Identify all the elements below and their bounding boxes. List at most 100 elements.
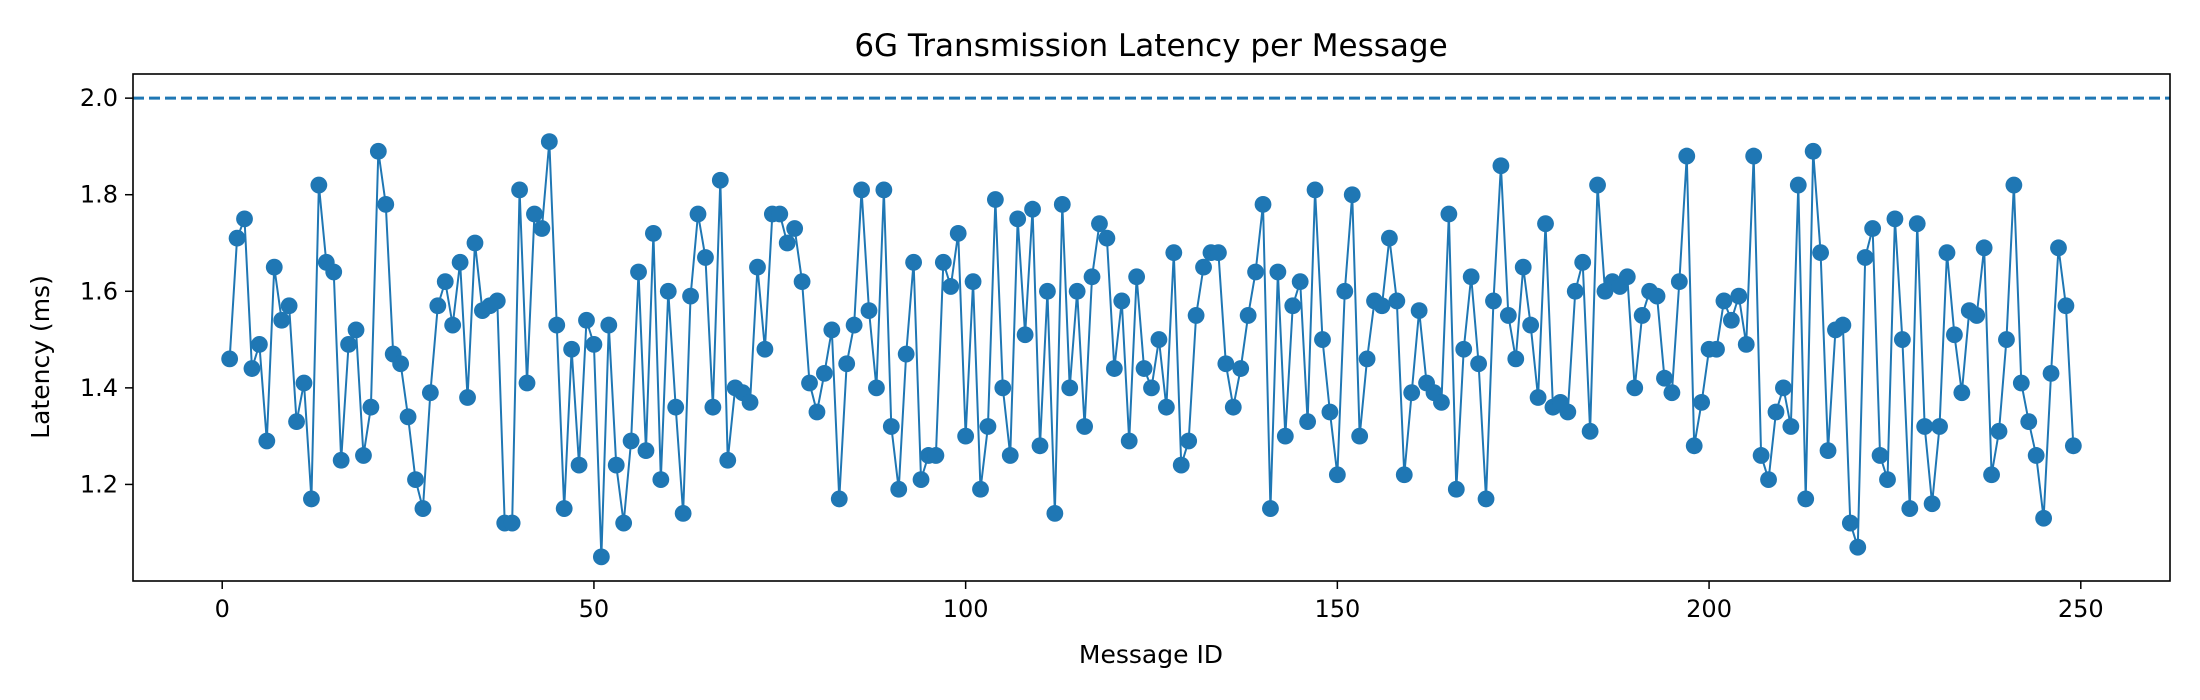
data-point [1433,393,1450,411]
data-point [1485,292,1502,310]
data-point [1871,447,1889,464]
data-point [645,224,662,242]
data-point [1693,393,1711,411]
x-tick-label: 100 [943,595,989,623]
data-point [1901,500,1919,517]
data-point [1380,229,1398,247]
data-point [533,220,551,237]
data-point [1076,418,1093,435]
y-axis-label: Latency (ms) [26,275,55,439]
data-point [1529,389,1547,406]
data-point [2057,297,2075,315]
data-point [347,321,365,339]
data-point [1039,282,1056,300]
data-point [1299,413,1317,431]
data-point [1336,282,1354,300]
data-point [1247,263,1264,281]
data-point [1143,379,1160,397]
data-point [1514,258,1532,276]
data-point [853,181,870,199]
data-point [1574,253,1592,271]
data-point [421,384,439,402]
series-line [228,141,2075,557]
data-point [1938,244,1956,262]
data-point [399,408,417,426]
data-point [466,234,484,252]
data-point [221,350,239,368]
data-point [793,273,811,291]
data-point [250,336,268,353]
data-point [1477,490,1495,508]
data-point [1321,403,1339,421]
plot-area: 0 50 100 150 200 250 1.2 1.4 1.6 1.8 2.0 [80,73,2171,623]
data-point [986,191,1004,208]
data-point [1098,229,1116,247]
data-point [243,360,261,377]
data-point [704,398,722,416]
data-point [288,413,305,431]
data-points [221,133,2082,566]
data-point [1157,398,1175,416]
data-point [1893,331,1911,348]
data-point [2042,364,2060,382]
data-point [1128,268,1146,286]
data-point [1663,384,1681,402]
data-point [622,432,640,450]
data-point [273,311,291,329]
data-point [1046,505,1064,522]
x-axis-label: Message ID [1079,640,1223,669]
data-point [1462,268,1480,286]
data-point [1061,379,1079,397]
data-point [1804,142,1822,160]
data-point [429,297,447,315]
data-point [1499,307,1517,324]
data-point [1834,316,1852,334]
data-point [340,336,357,353]
data-point [1589,176,1606,194]
data-point [1618,268,1636,286]
data-point [1849,538,1867,556]
data-point [1931,418,1948,435]
data-point [964,273,982,291]
data-point [1269,263,1287,281]
data-point [860,302,878,319]
data-point [2020,413,2038,431]
data-point [719,451,737,469]
data-point [1447,480,1465,498]
data-point [674,505,692,522]
data-point [1685,437,1703,455]
data-point [1745,147,1763,165]
data-point [905,253,923,271]
data-point [1648,287,1666,305]
data-point [1797,490,1815,508]
data-point [1522,316,1540,334]
data-point [228,229,246,247]
data-point [1626,379,1644,397]
data-point [1388,292,1406,310]
data-point [1105,360,1123,377]
data-point [1975,239,1993,257]
data-point [511,181,528,199]
data-point [815,364,833,382]
data-point [830,490,848,508]
data-point [689,205,707,223]
data-point [1633,307,1651,324]
data-point [325,263,343,281]
data-point [2035,509,2053,527]
data-point [1775,379,1792,397]
data-point [1165,244,1183,262]
data-point [897,345,915,363]
data-point [741,393,759,411]
data-point [585,336,603,353]
data-point [1537,215,1554,233]
plot-frame [132,73,2171,582]
data-point [1210,244,1227,262]
data-point [2012,374,2030,392]
data-point [369,142,387,160]
data-point [1403,384,1421,402]
data-point [2027,447,2045,464]
data-point [972,480,989,498]
data-point [444,316,462,334]
data-point [1091,215,1108,233]
data-point [407,471,424,488]
